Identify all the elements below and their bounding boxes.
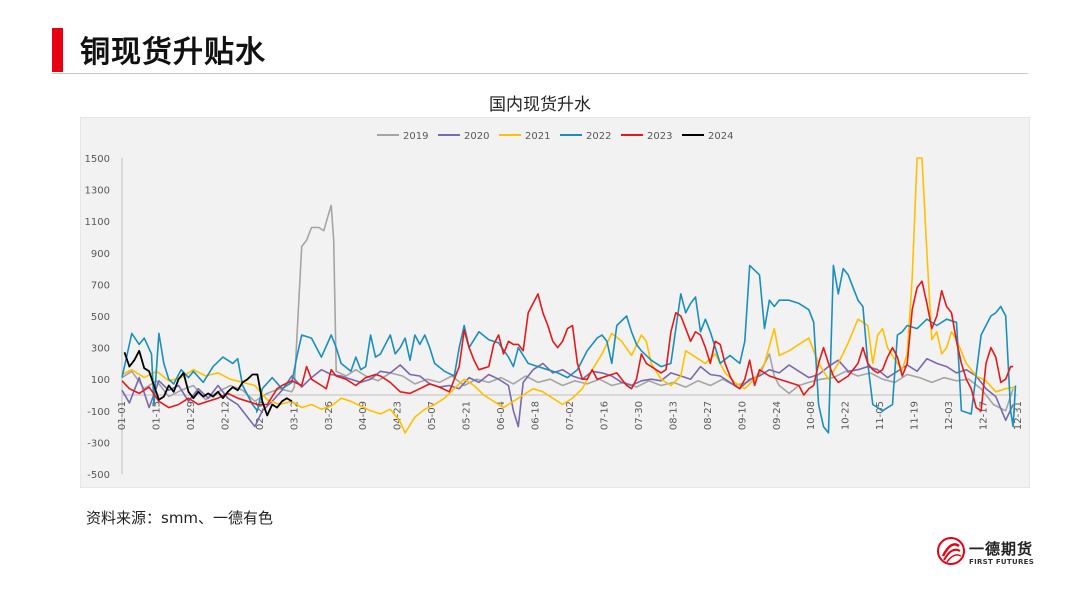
legend-label-2022: 2022 [586, 131, 611, 142]
spot-premium-line-chart: 2019 2020 2021 2022 2023 2024 -500 -300 -100 100… [80, 117, 1030, 488]
x-tick-label: 04-09 [358, 401, 369, 430]
y-tick-label: -100 [87, 407, 110, 418]
legend-label-2023: 2023 [647, 131, 672, 142]
series-line-2020 [121, 357, 1014, 428]
x-tick-label: 05-07 [427, 401, 438, 430]
x-tick-label: 10-22 [841, 401, 852, 430]
y-tick-label: 500 [91, 312, 110, 323]
chart-series [121, 157, 1017, 434]
legend-label-2021: 2021 [525, 131, 550, 142]
x-tick-label: 09-24 [772, 401, 783, 430]
page-title: 铜现货升贴水 [80, 35, 266, 70]
x-tick-label: 07-02 [565, 401, 576, 430]
x-tick-label: 07-30 [634, 401, 645, 430]
x-tick-label: 01-01 [117, 401, 128, 430]
x-tick-label: 06-18 [531, 401, 542, 430]
x-tick-label: 11-19 [910, 401, 921, 430]
logo-chinese-name: 一德期货 [969, 540, 1034, 558]
company-logo: 一德期货 FIRST FUTURES [936, 536, 1036, 572]
y-axis: -500 -300 -100 100 300 500 700 900 1100 1300 1500 [85, 154, 123, 481]
y-tick-label: 1500 [85, 154, 110, 165]
x-tick-label: 08-27 [703, 401, 714, 430]
series-line-2023 [121, 280, 1014, 412]
data-source-note: 资料来源：smm、一德有色 [86, 509, 274, 527]
y-tick-label: -500 [87, 470, 110, 481]
x-axis: 01-01 01-15 01-29 02-12 02-26 03-12 03-26 04-09… [117, 394, 1024, 430]
series-line-2022 [121, 264, 1017, 434]
chart-plot-background [80, 117, 1030, 488]
x-tick-label: 12-31 [1013, 401, 1024, 430]
y-tick-label: 1300 [85, 186, 110, 197]
y-tick-label: 900 [91, 249, 110, 260]
legend-label-2024: 2024 [708, 131, 733, 142]
series-line-2024 [123, 349, 293, 417]
y-tick-label: 1100 [85, 217, 110, 228]
logo-english-name: FIRST FUTURES [969, 558, 1035, 566]
x-tick-label: 01-29 [186, 401, 197, 430]
x-tick-label: 12-03 [944, 401, 955, 430]
y-tick-label: -300 [87, 438, 110, 449]
legend-label-2019: 2019 [403, 131, 428, 142]
x-tick-label: 06-04 [496, 401, 507, 430]
y-tick-label: 100 [91, 375, 110, 386]
y-tick-label: 300 [91, 344, 110, 355]
legend-label-2020: 2020 [464, 131, 489, 142]
x-tick-label: 10-08 [806, 401, 817, 430]
x-tick-label: 05-21 [462, 401, 473, 430]
x-tick-label: 03-12 [289, 401, 300, 430]
x-tick-label: 08-13 [668, 401, 679, 430]
x-tick-label: 11-05 [875, 401, 886, 430]
x-tick-label: 07-16 [599, 401, 610, 430]
x-tick-label: 02-12 [220, 401, 231, 430]
chart-legend: 2019 2020 2021 2022 2023 2024 [377, 131, 733, 142]
x-tick-label: 09-10 [737, 401, 748, 430]
title-divider [52, 73, 1028, 74]
x-tick-label: 12-17 [979, 401, 990, 430]
x-tick-label: 03-26 [324, 401, 335, 430]
x-tick-label: 04-23 [393, 401, 404, 430]
series-line-2021 [121, 157, 1016, 434]
chart-title: 国内现货升水 [489, 95, 591, 115]
y-tick-label: 700 [91, 280, 110, 291]
x-tick-label: 01-15 [151, 401, 162, 430]
title-accent-bar [52, 28, 63, 72]
logo-swirl-icon [937, 537, 965, 565]
